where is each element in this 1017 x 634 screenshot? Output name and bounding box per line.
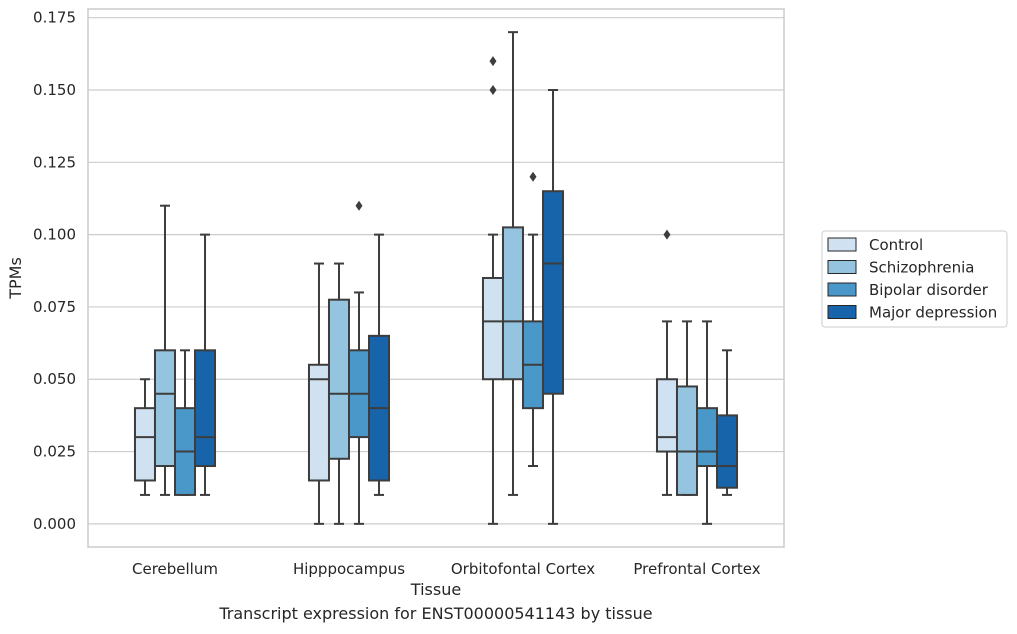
- outlier-point: [489, 84, 497, 95]
- legend-frame: [821, 230, 1008, 328]
- legend-label: Control: [869, 236, 923, 254]
- y-tick-label: 0.075: [33, 298, 76, 316]
- box-iqr: [194, 349, 217, 468]
- legend-swatch: [827, 282, 857, 297]
- legend-label: Bipolar disorder: [869, 281, 989, 299]
- box-control: [655, 229, 678, 496]
- box-control: [481, 56, 504, 525]
- box-schizophrenia: [675, 320, 698, 496]
- legend-swatch: [827, 305, 857, 319]
- box-iqr: [501, 226, 524, 381]
- box-control: [307, 262, 330, 525]
- y-tick-label: 0.025: [33, 443, 76, 461]
- box-plot-area: [133, 31, 739, 525]
- x-tick-label: Hipppocampus: [293, 560, 405, 578]
- x-tick-label: Prefrontal Cortex: [633, 560, 760, 578]
- outlier-point: [489, 56, 497, 67]
- x-axis-label: Tissue: [410, 580, 461, 599]
- box-iqr: [153, 349, 177, 468]
- box-iqr: [716, 414, 739, 489]
- legend-swatch: [827, 237, 857, 252]
- y-tick-label: 0.050: [33, 370, 76, 388]
- box-bipolar-disorder: [696, 320, 719, 525]
- outlier-point: [529, 171, 537, 182]
- box-iqr: [307, 363, 330, 482]
- box-iqr: [133, 407, 156, 482]
- legend-swatch: [827, 260, 857, 274]
- box-major-depression: [716, 349, 739, 496]
- box-bipolar-disorder: [348, 200, 371, 525]
- box-bipolar-disorder: [522, 171, 545, 468]
- box-iqr: [675, 385, 698, 496]
- y-tick-label: 0.100: [33, 226, 76, 244]
- y-tick-label: 0.175: [33, 9, 76, 27]
- outlier-point: [355, 200, 363, 211]
- box-schizophrenia: [327, 262, 350, 525]
- outlier-point: [663, 229, 671, 240]
- y-axis-label: TPMs: [6, 257, 25, 300]
- legend: Control Schizophrenia Bipolar disorder Majo…: [821, 230, 1008, 328]
- box-iqr: [542, 190, 565, 395]
- box-iqr: [327, 298, 350, 460]
- box-bipolar-disorder: [174, 349, 197, 496]
- legend-label: Schizophrenia: [869, 259, 974, 277]
- box-control: [133, 378, 156, 496]
- legend-label: Major depression: [869, 304, 997, 322]
- x-tick-labels: Cerebellum Hipppocampus Orbitofontal Corte…: [132, 560, 761, 578]
- box-schizophrenia: [501, 31, 524, 496]
- y-tick-label: 0.125: [33, 153, 76, 171]
- plot-frame: [87, 8, 785, 548]
- x-tick-label: Cerebellum: [132, 560, 218, 578]
- box-major-depression: [194, 233, 217, 496]
- box-iqr: [696, 407, 719, 468]
- y-tick-label: 0.150: [33, 81, 76, 99]
- y-tick-labels: 0.000 0.025 0.050 0.075 0.100 0.125 0.150 0.175: [33, 9, 76, 533]
- box-major-depression: [542, 88, 565, 525]
- box-iqr: [481, 277, 504, 381]
- figure-caption: Transcript expression for ENST0000054114…: [219, 604, 653, 623]
- box-iqr: [655, 378, 678, 453]
- box-major-depression: [368, 233, 391, 496]
- box-schizophrenia: [153, 204, 177, 496]
- y-tick-label: 0.000: [33, 515, 76, 533]
- x-tick-label: Orbitofontal Cortex: [451, 560, 595, 578]
